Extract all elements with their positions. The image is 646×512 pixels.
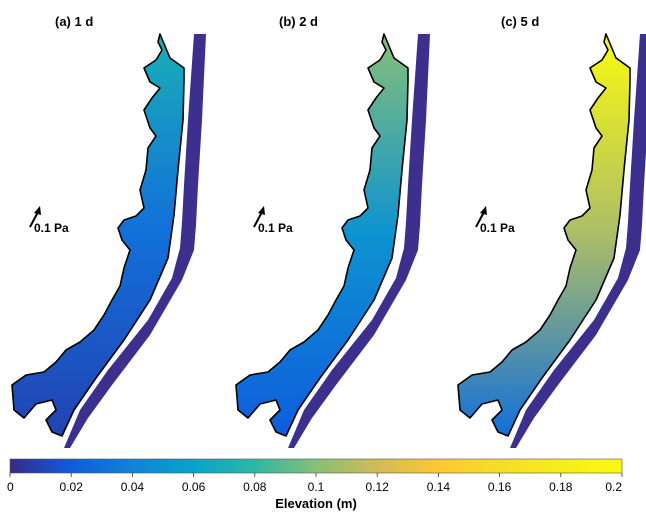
colorbar-tick-label: 0.02 (60, 480, 84, 494)
colorbar-gradient (9, 458, 623, 474)
stress-scale-arrow (29, 206, 41, 228)
map-panel-a: (a) 1 d 0.1 Pa (11, 14, 206, 448)
bay-water (11, 33, 185, 437)
map-panel-c: (c) 5 d 0.1 Pa (457, 14, 646, 448)
stress-scale-arrow (253, 206, 265, 228)
colorbar-tick-label: 0.14 (427, 480, 451, 494)
colorbar-tick-label: 0.12 (366, 480, 390, 494)
map-panel-b: (b) 2 d 0.1 Pa (235, 14, 430, 448)
panel-title-a: (a) 1 d (55, 14, 93, 29)
colorbar-tick-label: 0.1 (308, 480, 325, 494)
colorbar-tick-label: 0.16 (488, 480, 512, 494)
ocean-band (64, 34, 206, 448)
colorbar-tick-label: 0.18 (549, 480, 573, 494)
ocean-band (288, 34, 430, 448)
stress-scale-label: 0.1 Pa (258, 221, 293, 235)
colorbar-tick-label: 0 (7, 480, 14, 494)
colorbar-label: Elevation (m) (275, 496, 357, 511)
colorbar-ticks: 0 0.02 0.04 0.06 0.08 0.1 0.12 0.14 0.16 0.18 0.2 (7, 473, 623, 494)
colorbar-tick-label: 0.2 (605, 480, 622, 494)
colorbar-tick-label: 0.06 (182, 480, 206, 494)
bay-water (457, 33, 631, 437)
bay-water (235, 33, 409, 437)
stress-scale-arrow (475, 206, 487, 228)
colorbar: 0 0.02 0.04 0.06 0.08 0.1 0.12 0.14 0.16 0.18 0.2 … (7, 458, 623, 511)
stress-scale-label: 0.1 Pa (34, 221, 69, 235)
panel-title-b: (b) 2 d (279, 14, 318, 29)
colorbar-tick-label: 0.08 (243, 480, 267, 494)
colorbar-tick-label: 0.04 (121, 480, 145, 494)
panel-title-c: (c) 5 d (501, 14, 539, 29)
stress-scale-label: 0.1 Pa (480, 221, 515, 235)
